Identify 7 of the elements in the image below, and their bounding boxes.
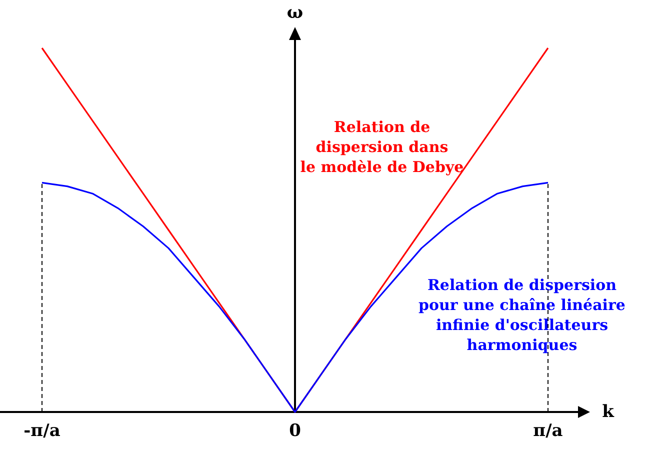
x-axis-title: k — [602, 402, 616, 422]
y-axis-title: ω — [286, 3, 304, 23]
x-tick-label: 0 — [289, 421, 302, 441]
x-tick-label: π/a — [533, 421, 563, 441]
series-label: Relation de dispersion dans le modèle de Debye — [300, 118, 464, 176]
x-tick-label: -π/a — [24, 421, 60, 441]
series-label: Relation de dispersion pour une chaîne linéaire infinie d'oscillateurs harmoniques — [418, 276, 626, 354]
